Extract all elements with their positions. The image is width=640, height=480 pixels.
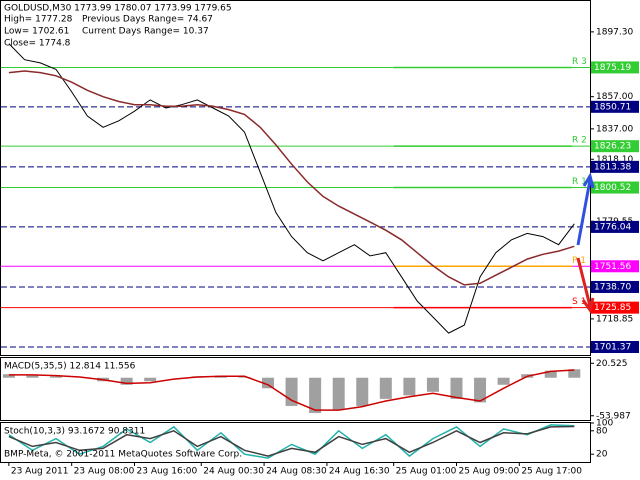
copyright: BMP-Meta, © 2001-2011 MetaQuotes Softwar… — [4, 450, 242, 460]
x-tick-label: 23 Aug 16:00 — [137, 467, 198, 477]
level-box — [591, 181, 639, 194]
annotation: Close= 1774.8 — [4, 39, 71, 49]
histogram-bar — [497, 377, 510, 385]
level-label: 1850.71 — [594, 102, 631, 112]
histogram-bar — [2, 374, 15, 378]
series-line — [8, 43, 575, 334]
x-tick-label: 24 Aug 16:30 — [329, 467, 390, 477]
level-box — [591, 280, 639, 293]
y-tick-label: 20.525 — [596, 359, 628, 369]
pivot-label: R 3 — [572, 57, 587, 67]
annotation: Previous Days Range= 74.67 — [82, 15, 213, 25]
series-line — [8, 425, 575, 457]
y-tick-label: 80 — [596, 426, 608, 436]
y-tick-label: 20 — [596, 450, 608, 460]
pivot-label: R 1 — [572, 177, 587, 187]
level-box — [591, 140, 639, 153]
level-label: 1725.85 — [594, 303, 631, 313]
y-tick-label: 1857.00 — [596, 92, 633, 102]
annotation: High= 1777.28 — [4, 15, 73, 25]
x-tick-label: 24 Aug 08:30 — [266, 467, 327, 477]
x-tick-label: 25 Aug 01:00 — [396, 467, 457, 477]
level-box — [591, 301, 639, 314]
level-label: 1776.04 — [594, 222, 631, 232]
level-label: 1813.38 — [594, 162, 631, 172]
histogram-bar — [403, 377, 416, 396]
histogram-bar — [356, 377, 369, 406]
level-label: 1800.52 — [594, 183, 631, 193]
histogram-bar — [426, 377, 439, 392]
level-label: 1826.23 — [594, 142, 631, 152]
panel-title: MACD(5,35,5) 12.814 11.556 — [4, 362, 136, 372]
histogram-bar — [49, 376, 62, 378]
chart-title: GOLDUSD,M30 1773.99 1780.07 1773.99 1779… — [4, 4, 232, 14]
level-box — [591, 61, 639, 74]
level-label: 1738.70 — [594, 282, 631, 292]
x-tick-label: 23 Aug 08:00 — [74, 467, 135, 477]
level-box — [591, 260, 639, 273]
histogram-bar — [544, 370, 557, 378]
series-line — [8, 70, 575, 286]
histogram-bar — [450, 377, 463, 399]
up-arrow — [576, 172, 595, 246]
pivot-label: S 1 — [572, 297, 586, 307]
x-tick-label: 23 Aug 2011 — [11, 467, 69, 477]
histogram-bar — [568, 369, 581, 378]
stoch-panel — [0, 422, 591, 463]
level-box — [591, 220, 639, 233]
y-tick-label: 1718.85 — [596, 314, 633, 324]
down-arrow — [576, 257, 595, 314]
y-tick-label: -53.987 — [596, 411, 631, 421]
series-line — [8, 369, 575, 411]
annotation: Low= 1702.61 — [4, 27, 69, 37]
plots: 1897.301857.001837.001818.101779.551718.… — [1, 27, 639, 477]
panel-title: Stoch(10,3,3) 93.1672 90.8311 — [4, 427, 145, 437]
histogram-bar — [238, 377, 251, 378]
y-tick-label: 100 — [596, 419, 613, 429]
level-label: 1875.19 — [594, 63, 631, 73]
histogram-bar — [332, 377, 345, 410]
level-box — [591, 100, 639, 113]
histogram-bar — [144, 377, 157, 382]
x-tick-label: 25 Aug 09:00 — [458, 467, 519, 477]
level-box — [591, 160, 639, 173]
histogram-bar — [120, 377, 133, 385]
level-label: 1751.56 — [594, 262, 631, 272]
level-box — [591, 341, 639, 354]
histogram-bar — [379, 377, 392, 399]
x-tick-label: 25 Aug 17:00 — [521, 467, 582, 477]
macd-panel — [0, 357, 591, 421]
y-tick-label: 1837.00 — [596, 124, 633, 134]
histogram-bar — [309, 377, 322, 413]
level-label: 1701.37 — [594, 343, 631, 353]
series-line — [8, 424, 575, 459]
histogram-bar — [26, 375, 39, 378]
annotation: Current Days Range= 10.37 — [82, 27, 209, 37]
histogram-bar — [262, 377, 275, 389]
histogram-bar — [474, 377, 487, 403]
pivot-label: R 2 — [572, 136, 587, 146]
x-tick-label: 24 Aug 00:30 — [203, 467, 264, 477]
y-tick-label: 1818.10 — [596, 155, 633, 165]
y-tick-label: 1897.30 — [596, 27, 633, 37]
